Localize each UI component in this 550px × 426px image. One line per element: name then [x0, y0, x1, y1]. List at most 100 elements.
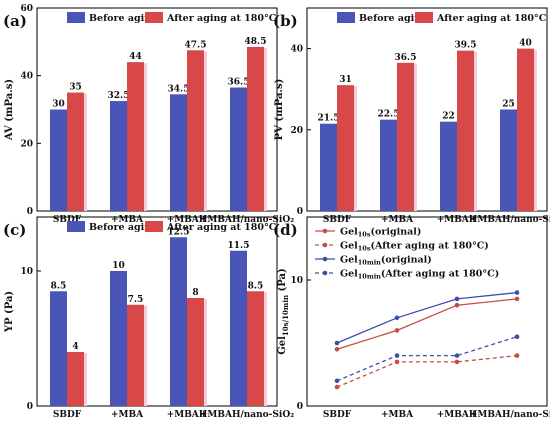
plot-frame: [36, 7, 278, 212]
data-point: [454, 359, 460, 365]
bar-shadow: [203, 51, 207, 211]
bar-shadow: [413, 63, 417, 212]
y-axis-label: AV (mPa.s): [4, 79, 15, 141]
data-point: [334, 384, 340, 390]
x-tick-label: +MBAH/nano-SiO₂: [200, 215, 294, 225]
legend-marker: [322, 228, 328, 234]
panel-b: 0 20 40 SBDF +MBA +MBAH+MBAH/nano-SiO₂ 21.5 22.…: [273, 7, 550, 225]
data-point: [394, 359, 400, 365]
y-tick-label: 0: [297, 402, 303, 412]
data-label: 36.5: [395, 53, 417, 63]
x-tick-label: +MBAH/nano-SiO₂: [200, 410, 294, 420]
data-label: 47.5: [185, 40, 207, 50]
plot-frame: [36, 216, 278, 407]
data-label: 7.5: [128, 295, 144, 305]
data-point: [514, 353, 520, 358]
legend-label: Before aging: [89, 13, 158, 24]
bar: [187, 298, 204, 406]
data-point: [394, 353, 400, 358]
bar: [337, 85, 354, 211]
y-tick-label: 40: [20, 72, 33, 82]
series-line: [336, 298, 518, 350]
data-label: 35: [69, 83, 82, 93]
bar-shadow: [83, 353, 87, 406]
x-tick-label: +MBA: [381, 410, 414, 420]
legend-marker: [322, 242, 328, 248]
legend-swatch: [145, 12, 163, 23]
x-tick-label: +MBAH: [167, 215, 208, 225]
bar: [230, 87, 247, 211]
plot-frame: [306, 216, 548, 407]
x-tick-label: SBDF: [53, 215, 82, 225]
x-tick-label: +MBA: [111, 410, 144, 420]
plot-frame: [306, 7, 548, 212]
y-tick-label: 10: [290, 276, 303, 286]
data-label: 22: [442, 112, 455, 122]
x-tick-label: SBDF: [53, 410, 82, 420]
legend-swatch: [145, 221, 163, 232]
y-tick-label: 0: [27, 207, 33, 217]
data-label: 40: [519, 39, 532, 49]
y-tick-label: 0: [27, 402, 33, 412]
y-tick-label: 40: [290, 45, 303, 55]
series-line: [336, 291, 518, 344]
x-tick-label: +MBAH/nano-SiO₂: [470, 410, 550, 420]
bar-shadow: [263, 47, 267, 212]
bar: [187, 50, 204, 211]
bar: [127, 304, 144, 406]
bar: [50, 109, 67, 211]
legend-label: Before aging: [89, 222, 158, 233]
x-tick-label: +MBAH/nano-SiO₂: [470, 215, 550, 225]
bar-shadow: [353, 86, 357, 211]
data-label: 21.5: [318, 114, 340, 124]
legend-swatch: [415, 12, 433, 23]
x-tick-label: +MBAH: [437, 215, 478, 225]
legend-marker: [322, 256, 328, 262]
panel-label: (c): [3, 221, 26, 239]
bar: [67, 92, 84, 211]
legend-label: Gel10s(original): [340, 227, 421, 239]
panel-d: 010SBDF+MBA+MBAH+MBAH/nano-SiO₂Gel10s(or…: [273, 216, 550, 420]
bar: [247, 46, 264, 212]
data-label: 11.5: [228, 241, 250, 251]
data-label: 4: [72, 342, 78, 352]
data-label: 10: [112, 261, 125, 271]
data-point: [334, 378, 340, 384]
y-axis-label: PV (mPa.s): [274, 79, 285, 141]
bar: [320, 123, 337, 211]
legend-label: Gel10s(After aging at 180°C): [340, 241, 489, 253]
data-label: 30: [52, 100, 65, 110]
bar: [517, 48, 534, 211]
data-label: 39.5: [455, 41, 477, 51]
data-label: 36.5: [228, 78, 250, 88]
legend-label: Before aging: [359, 13, 428, 24]
legend-label: Gel10min(After aging at 180°C): [340, 269, 499, 281]
bar: [127, 62, 144, 212]
y-axis-label: Gel10s/10min (Pa): [277, 268, 290, 355]
bar: [247, 291, 264, 406]
data-point: [454, 296, 460, 302]
panel-label: (a): [3, 12, 27, 30]
bar: [170, 94, 187, 211]
bar-shadow: [143, 63, 147, 212]
bar: [67, 352, 84, 406]
data-label: 8.5: [51, 281, 67, 291]
series-line: [336, 354, 518, 388]
data-label: 8.5: [248, 281, 264, 291]
data-point: [454, 302, 460, 308]
data-label: 25: [502, 100, 515, 110]
bar: [170, 237, 187, 406]
x-tick-label: SBDF: [323, 215, 352, 225]
bar: [110, 271, 127, 406]
bar: [500, 109, 517, 211]
data-label: 12.5: [168, 227, 190, 237]
bar: [110, 101, 127, 211]
bar: [397, 62, 414, 212]
x-tick-label: +MBA: [111, 215, 144, 225]
y-axis-label: YP (Pa): [4, 291, 15, 333]
data-label: 22.5: [378, 110, 400, 120]
y-tick-label: 20: [290, 126, 303, 136]
x-tick-label: +MBAH: [167, 410, 208, 420]
bar: [440, 121, 457, 211]
